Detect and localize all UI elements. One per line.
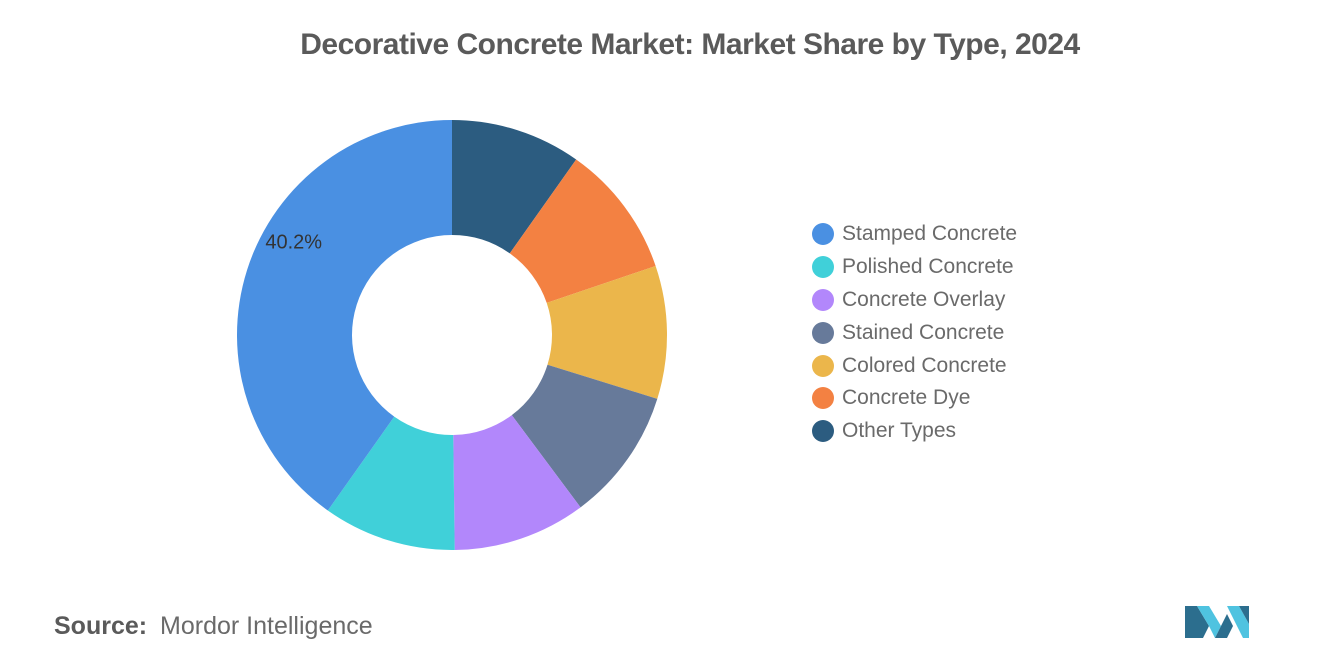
legend-item: Polished Concrete [812, 251, 1017, 284]
data-label-stamped-concrete: 40.2% [265, 231, 322, 253]
legend-label: Concrete Overlay [842, 287, 1006, 311]
chart-legend: Stamped Concrete Polished Concrete Concret… [812, 218, 1017, 448]
legend-label: Colored Concrete [842, 353, 1007, 377]
mordor-intelligence-logo-icon [1185, 606, 1249, 638]
legend-item: Stamped Concrete [812, 218, 1017, 251]
logo-part-1 [1185, 606, 1209, 638]
legend-item: Concrete Overlay [812, 284, 1017, 317]
legend-item: Stained Concrete [812, 316, 1017, 349]
legend-swatch [812, 387, 834, 410]
legend-item: Colored Concrete [812, 349, 1017, 382]
logo-part-5 [1239, 606, 1249, 624]
slice-colored-concrete [546, 265, 668, 399]
logo-part-3 [1215, 614, 1233, 638]
slice-concrete-dye [509, 159, 656, 303]
legend-label: Polished Concrete [842, 255, 1014, 279]
legend-swatch [812, 420, 834, 443]
legend-swatch [812, 256, 834, 279]
logo-part-4 [1227, 606, 1249, 638]
legend-item: Other Types [812, 415, 1017, 448]
slice-concrete-overlay [453, 415, 581, 550]
logo-part-2 [1197, 606, 1221, 638]
source-note: Source: Mordor Intelligence [54, 612, 373, 641]
slice-other-types [452, 120, 577, 254]
chart-title: Decorative Concrete Market: Market Share… [300, 28, 1080, 61]
legend-swatch [812, 223, 834, 246]
slice-stained-concrete [511, 364, 658, 508]
legend-swatch [812, 288, 834, 311]
legend-label: Other Types [842, 419, 957, 443]
slice-polished-concrete [327, 416, 455, 550]
slice-stamped-concrete [236, 120, 452, 511]
legend-swatch [812, 321, 834, 344]
legend-label: Concrete Dye [842, 386, 971, 410]
legend-swatch [812, 354, 834, 377]
legend-label: Stained Concrete [842, 320, 1005, 344]
source-label: Source: [54, 612, 148, 640]
source-text: Mordor Intelligence [160, 612, 373, 640]
legend-item: Concrete Dye [812, 382, 1017, 415]
legend-label: Stamped Concrete [842, 222, 1018, 246]
